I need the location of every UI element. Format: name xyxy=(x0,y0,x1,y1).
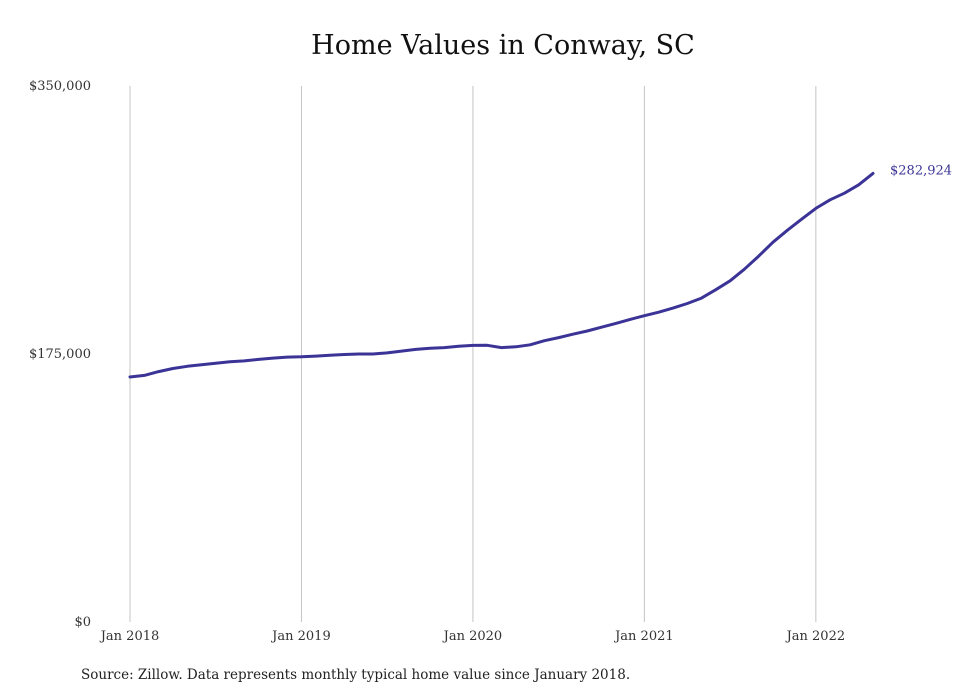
y-tick-label: $175,000 xyxy=(29,347,91,362)
end-value-label: $282,924 xyxy=(890,163,952,178)
x-tick-label: Jan 2019 xyxy=(270,629,331,644)
data-labels: $282,924 xyxy=(890,163,952,178)
x-tick-label: Jan 2022 xyxy=(785,629,846,644)
y-tick-label: $0 xyxy=(74,615,91,630)
chart-title: Home Values in Conway, SC xyxy=(311,30,695,61)
x-tick-label: Jan 2021 xyxy=(613,629,674,644)
x-tick-label: Jan 2020 xyxy=(442,629,503,644)
source-note: Source: Zillow. Data represents monthly … xyxy=(81,667,631,683)
series-layer xyxy=(128,171,875,379)
y-axis-tick-labels: $0 $175,000 $350,000 xyxy=(29,79,91,630)
y-tick-label: $350,000 xyxy=(29,79,91,94)
x-tick-label: Jan 2018 xyxy=(99,629,160,644)
series-line-home-values xyxy=(128,171,875,379)
x-axis-tick-labels: Jan 2018 Jan 2019 Jan 2020 Jan 2021 Jan 2022 xyxy=(99,629,845,644)
gridlines xyxy=(129,86,817,622)
